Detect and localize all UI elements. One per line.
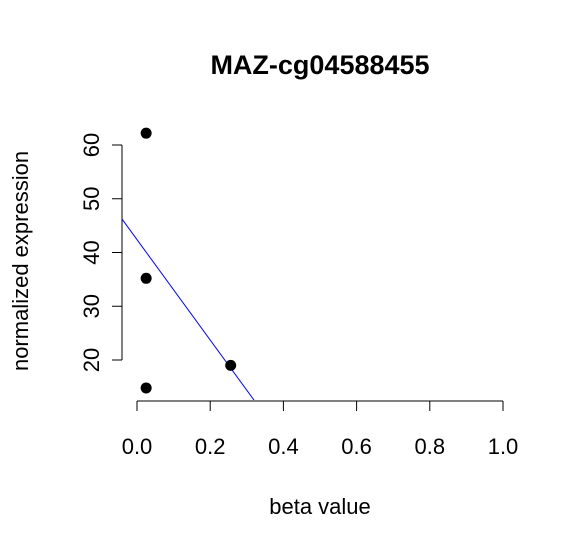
x-tick-label: 0.8: [415, 434, 446, 459]
data-point: [225, 359, 237, 371]
regression-line: [122, 218, 255, 400]
x-axis-label: beta value: [269, 494, 371, 519]
y-tick-label: 60: [79, 133, 104, 157]
y-axis-label: normalized expression: [8, 151, 33, 371]
x-tick-label: 0.4: [268, 434, 299, 459]
x-tick-label: 1.0: [488, 434, 519, 459]
x-tick-label: 0.0: [122, 434, 153, 459]
x-axis: 0.0 0.2 0.4 0.6 0.8 1.0: [122, 400, 519, 459]
y-tick-label: 40: [79, 240, 104, 264]
data-point: [140, 272, 152, 284]
plot-area: [122, 218, 255, 400]
y-tick-label: 50: [79, 187, 104, 211]
x-tick-label: 0.2: [195, 434, 226, 459]
y-tick-label: 20: [79, 348, 104, 372]
x-tick-label: 0.6: [341, 434, 372, 459]
y-axis: 20 30 40 50 60: [79, 133, 123, 372]
data-point: [140, 127, 152, 139]
data-point: [140, 382, 152, 394]
data-points: [140, 127, 237, 394]
y-tick-label: 30: [79, 294, 104, 318]
chart-title: MAZ-cg04588455: [210, 50, 429, 80]
